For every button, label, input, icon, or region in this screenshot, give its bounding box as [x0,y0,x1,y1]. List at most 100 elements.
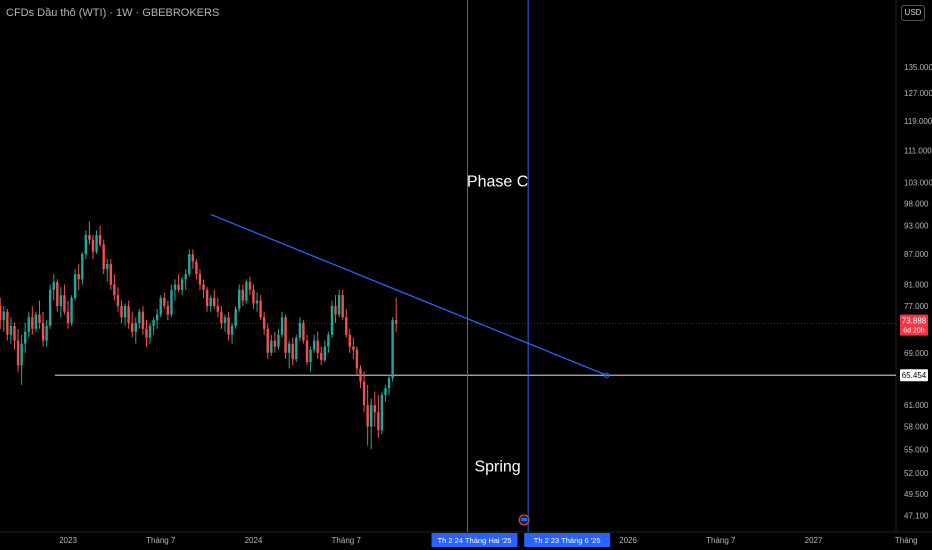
candle-body [327,334,330,347]
candle-body [302,323,305,341]
x-tick-label: 2027 [805,536,823,545]
candle-body [59,295,63,307]
candle-body [352,346,355,350]
y-tick-label: 111.000 [904,146,932,155]
candle-body [170,289,173,315]
current-price-badge [900,314,928,336]
annotation-phase-c: Phase C [467,173,528,190]
candle-body [370,405,373,427]
candle-body [16,340,20,366]
date-badge-label-1: Th 2 24 Tháng Hai '25 [438,536,512,545]
candle-body [220,311,223,324]
candle-body [145,328,148,338]
candle-body [391,320,394,379]
candle-body [27,317,30,332]
candle-body [241,289,244,301]
support-price-label: 65.454 [902,371,927,380]
candle-body [234,308,237,326]
candle-body [9,325,13,335]
candle-body [277,334,280,347]
y-tick-label: 127.000 [904,89,932,98]
candle-body [280,317,284,335]
x-tick-label: Tháng 7 [146,536,176,545]
y-tick-label: 93.000 [904,222,929,231]
candle-body [48,289,52,326]
candle-body [245,281,248,301]
candle-body [77,274,80,280]
candle-body [6,311,9,335]
candle-body [34,314,38,329]
candle-body [266,328,269,353]
current-price-label: 73.888 [902,317,927,326]
candle-body [373,405,376,413]
y-tick-label: 47.100 [904,511,929,520]
candle-body [284,317,287,353]
candle-body [377,412,380,431]
date-badge-label-2: Th 2 23 Tháng 6 '25 [534,536,601,545]
candle-body [31,317,34,329]
candle-body [255,300,259,304]
candle-body [163,297,166,307]
candle-body [23,331,27,344]
y-tick-label: 103.000 [904,178,932,187]
candle-body [387,378,391,389]
candle-body [330,306,334,335]
event-flag-icon-center [521,518,528,521]
candle-body [195,261,198,275]
candle-body [359,368,362,382]
candle-body [109,264,113,285]
y-tick-label: 81.000 [904,281,929,290]
candle-body [216,306,220,312]
candle-body [177,284,180,290]
candle-body [20,343,23,366]
candle-body [238,289,241,309]
candle-body [205,289,209,307]
x-tick-label: Tháng 7 [332,536,362,545]
candle-body [348,334,352,347]
x-tick-label: 2026 [619,536,637,545]
candle-body [173,284,177,290]
candle-body [106,264,109,270]
candle-body [252,289,255,304]
candle-body [312,340,316,350]
date-badge-1 [431,533,518,547]
candle-body [73,274,77,298]
candle-body [291,343,294,359]
candle-body [38,314,41,324]
current-price-countdown: 6d 20h [903,328,925,335]
y-tick-label: 55.000 [904,445,929,454]
candle-body [66,311,70,324]
y-tick-label: 119.000 [904,117,932,126]
trendline [210,213,607,376]
candle-body [88,234,91,240]
candle-body [166,306,170,315]
candle-body [63,295,66,312]
y-tick-label: 61.000 [904,401,929,410]
candle-body [209,297,212,307]
candle-body [70,297,73,324]
candle-body [113,284,116,296]
candle-body [202,284,205,290]
y-tick-label: 49.500 [904,490,929,499]
y-tick-label: 77.000 [904,302,929,311]
candle-body [116,295,120,307]
candle-body [13,325,16,341]
candle-body [287,343,291,353]
x-tick-label: 2023 [59,536,77,545]
y-tick-label: 52.000 [904,469,929,478]
candle-body [81,254,84,280]
candle-body [298,323,302,338]
candle-body [84,234,88,255]
date-badge-2 [524,533,611,547]
currency-button[interactable]: USD [901,5,925,21]
candle-body [0,306,2,321]
candle-body [41,323,45,341]
candle-body [91,239,95,252]
candle-body [380,394,384,431]
candle-body [95,234,98,252]
x-tick-label: Tháng 7 [706,536,736,545]
candle-body [223,317,227,324]
candle-body [180,279,184,290]
